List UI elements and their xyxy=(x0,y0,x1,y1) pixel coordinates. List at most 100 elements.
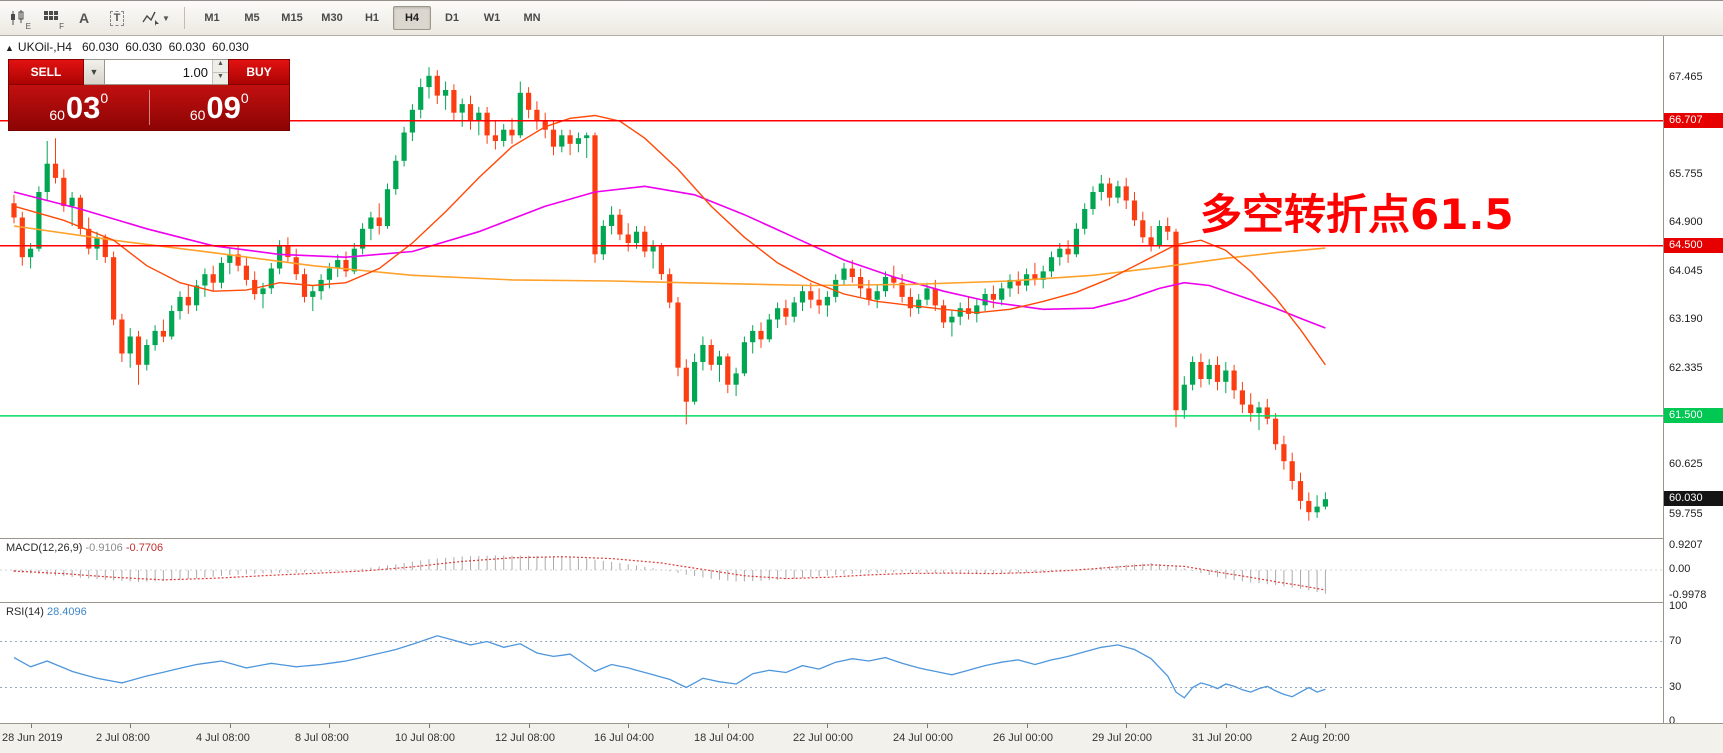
rsi-label: RSI(14) 28.4096 xyxy=(6,606,87,618)
rsi-panel[interactable]: RSI(14) 28.4096 xyxy=(0,603,1663,723)
rsi-value: 28.4096 xyxy=(46,606,87,618)
time-axis-label: 2 Aug 20:00 xyxy=(1291,732,1350,744)
time-axis-label: 24 Jul 00:00 xyxy=(893,732,953,744)
price-axis-label: 62.335 xyxy=(1669,362,1703,374)
font-tool-icon[interactable]: A xyxy=(78,10,90,26)
volume-increase-button[interactable]: ▲ xyxy=(213,60,228,73)
buy-button[interactable]: BUY xyxy=(228,59,290,85)
time-axis[interactable]: 28 Jun 2019 2 Jul 08:00 4 Jul 08:00 8 Jul 0… xyxy=(0,723,1723,753)
price-badge: 61.500 xyxy=(1664,408,1723,423)
time-axis-label: 8 Jul 08:00 xyxy=(295,732,349,744)
chevron-down-icon: ▼ xyxy=(162,13,170,23)
volume-box: ▲ ▼ xyxy=(105,59,228,85)
timeframe-d1[interactable]: D1 xyxy=(444,12,460,24)
price-badge: 60.030 xyxy=(1664,491,1723,506)
price-axis-label: 59.755 xyxy=(1669,508,1703,520)
rsi-axis-label: 100 xyxy=(1669,600,1688,612)
ask-price: 60 09 0 xyxy=(189,90,249,125)
price-axis-label: 65.755 xyxy=(1669,168,1703,180)
time-axis-label: 29 Jul 20:00 xyxy=(1092,732,1152,744)
price-chart[interactable] xyxy=(0,35,1663,538)
timeframe-w1[interactable]: W1 xyxy=(483,12,501,24)
tool-sub-label: F xyxy=(59,22,64,31)
rsi-axis-label: 30 xyxy=(1669,681,1682,693)
time-tick xyxy=(628,724,629,728)
chevron-down-icon: ▼ xyxy=(89,67,99,77)
timeframe-m5[interactable]: M5 xyxy=(244,12,260,24)
macd-axis-label: -0.9978 xyxy=(1669,589,1707,601)
timeframe-h1[interactable]: H1 xyxy=(364,12,380,24)
volume-stepper: ▲ ▼ xyxy=(212,60,228,84)
price-axis-label: 60.625 xyxy=(1669,458,1703,470)
price-divider xyxy=(148,90,150,125)
macd-axis-label: 0.00 xyxy=(1669,563,1691,575)
time-axis-label: 12 Jul 08:00 xyxy=(495,732,555,744)
macd-panel[interactable]: MACD(12,26,9) -0.9106 -0.7706 xyxy=(0,539,1663,602)
macd-signal-value: -0.7706 xyxy=(125,542,164,554)
rsi-axis-label: 0 xyxy=(1669,715,1676,727)
time-tick xyxy=(1325,724,1326,728)
volume-decrease-button[interactable]: ▼ xyxy=(213,72,228,84)
symbol-period-label: UKOil-,H4 xyxy=(17,40,72,54)
time-tick xyxy=(329,724,330,728)
time-axis-label: 28 Jun 2019 xyxy=(2,732,63,744)
time-axis-label: 18 Jul 04:00 xyxy=(694,732,754,744)
timeframe-m30[interactable]: M30 xyxy=(321,12,343,24)
bid-ask-display: 60 03 0 60 09 0 xyxy=(8,85,290,131)
text-label-tool-icon[interactable]: T xyxy=(102,4,132,32)
sell-button[interactable]: SELL xyxy=(8,59,84,85)
ma-red xyxy=(13,114,1326,366)
price-badge: 66.707 xyxy=(1664,113,1723,128)
panel-divider[interactable] xyxy=(0,602,1723,603)
time-axis-label: 2 Jul 08:00 xyxy=(96,732,150,744)
panel-divider[interactable] xyxy=(0,538,1723,539)
price-badge: 64.500 xyxy=(1664,238,1723,253)
grid-icon[interactable]: F xyxy=(36,4,66,32)
time-tick xyxy=(827,724,828,728)
timeframe-toolbar: M1 M5 M15 M30 H1 H4 D1 W1 MN xyxy=(192,6,552,30)
macd-axis-label: 0.9207 xyxy=(1669,539,1703,551)
time-tick xyxy=(927,724,928,728)
price-axis[interactable]: 67.465 65.755 64.900 64.045 63.190 62.335 60.6… xyxy=(1663,35,1723,727)
rsi-line xyxy=(13,635,1326,699)
rsi-axis-label: 70 xyxy=(1669,635,1682,647)
time-axis-label: 31 Jul 20:00 xyxy=(1192,732,1252,744)
toolbar-separator xyxy=(184,7,185,29)
timeframe-mn[interactable]: MN xyxy=(523,12,541,24)
price-axis-label: 64.045 xyxy=(1669,265,1703,277)
time-tick xyxy=(1226,724,1227,728)
macd-main-value: -0.9106 xyxy=(85,542,123,554)
time-tick xyxy=(1126,724,1127,728)
time-tick xyxy=(230,724,231,728)
time-tick xyxy=(130,724,131,728)
rsi-chart[interactable] xyxy=(0,603,1663,723)
time-tick xyxy=(728,724,729,728)
macd-signal-line xyxy=(13,556,1326,591)
volume-dropdown[interactable]: ▼ xyxy=(84,59,105,85)
ma-magenta xyxy=(13,185,1326,329)
candlestick-chart-icon[interactable]: E xyxy=(3,4,33,32)
price-axis-label: 64.900 xyxy=(1669,216,1703,228)
main-chart-panel[interactable]: ▲ UKOil-,H4 60.030 60.030 60.030 60.030 SE… xyxy=(0,35,1663,538)
timeframe-h4[interactable]: H4 xyxy=(393,6,431,30)
time-axis-label: 10 Jul 08:00 xyxy=(395,732,455,744)
macd-chart[interactable] xyxy=(0,539,1663,602)
candles xyxy=(11,67,1328,521)
time-tick xyxy=(1027,724,1028,728)
price-axis-label: 63.190 xyxy=(1669,313,1703,325)
volume-input[interactable] xyxy=(105,60,212,84)
triangle-icon: ▲ xyxy=(5,43,14,53)
time-tick xyxy=(31,724,32,728)
time-tick xyxy=(529,724,530,728)
toolbar: E F A T ▼ M1 M5 M15 M30 H1 H4 D1 W1 MN xyxy=(0,1,1723,36)
time-axis-label: 4 Jul 08:00 xyxy=(196,732,250,744)
timeframe-m1[interactable]: M1 xyxy=(204,12,220,24)
time-axis-label: 22 Jul 00:00 xyxy=(793,732,853,744)
timeframe-m15[interactable]: M15 xyxy=(281,12,303,24)
crosshair-tool-icon[interactable]: ▼ xyxy=(135,4,177,32)
macd-label: MACD(12,26,9) -0.9106 -0.7706 xyxy=(6,542,164,554)
macd-histogram xyxy=(13,555,1326,594)
price-axis-label: 67.465 xyxy=(1669,71,1703,83)
